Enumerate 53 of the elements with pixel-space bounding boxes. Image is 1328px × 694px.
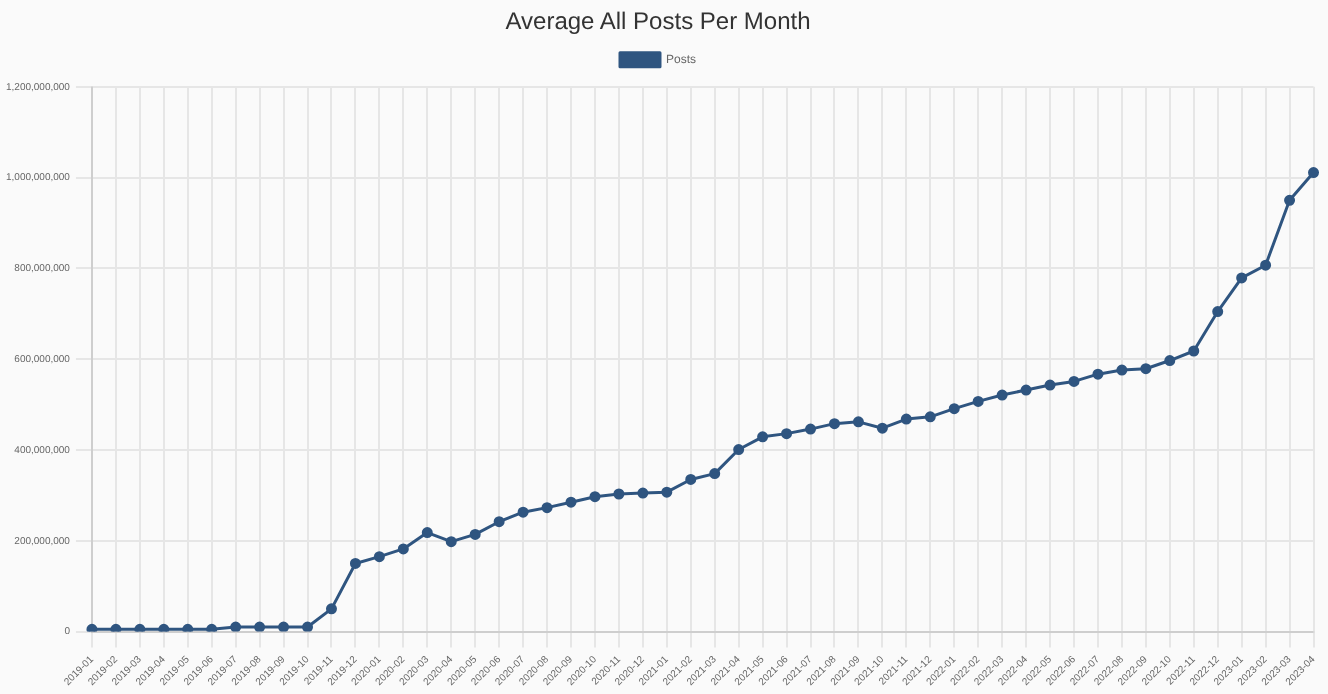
- point: [852, 416, 864, 428]
- point: [1308, 167, 1320, 179]
- point: [1212, 306, 1224, 318]
- point: [1044, 379, 1056, 391]
- point: [182, 623, 194, 632]
- point: [876, 422, 888, 434]
- point: [1068, 375, 1080, 387]
- point: [1020, 384, 1032, 396]
- point: [733, 444, 745, 456]
- point: [972, 395, 984, 407]
- point: [397, 543, 409, 555]
- point: [134, 623, 146, 632]
- point: [924, 411, 936, 423]
- point: [757, 431, 769, 443]
- chart-title: Average All Posts Per Month: [505, 7, 811, 36]
- point: [1164, 355, 1176, 367]
- point: [493, 516, 505, 528]
- point: [637, 487, 649, 499]
- point: [421, 527, 433, 539]
- point: [373, 551, 385, 563]
- point: [805, 423, 817, 435]
- point: [86, 623, 98, 632]
- point: [1284, 194, 1296, 206]
- point: [469, 528, 481, 540]
- point: [900, 413, 912, 425]
- point: [1236, 272, 1248, 284]
- point: [230, 621, 242, 632]
- point: [278, 621, 290, 632]
- point: [685, 473, 697, 485]
- point: [1188, 345, 1200, 357]
- point: [1140, 363, 1152, 375]
- point: [302, 621, 314, 632]
- point: [589, 491, 601, 503]
- point: [110, 623, 122, 632]
- point: [517, 506, 529, 518]
- point: [1260, 259, 1272, 271]
- point: [541, 502, 553, 514]
- point: [613, 488, 625, 500]
- point: [349, 557, 361, 569]
- point: [206, 623, 218, 632]
- point: [445, 536, 457, 548]
- point: [828, 418, 840, 430]
- point: [948, 403, 960, 415]
- point: [1116, 364, 1128, 376]
- point: [158, 623, 170, 632]
- point: [996, 389, 1008, 401]
- point: [565, 496, 577, 508]
- point: [1092, 368, 1104, 380]
- point: [781, 428, 793, 440]
- point: [254, 621, 266, 632]
- point: [661, 486, 673, 498]
- point: [709, 468, 721, 480]
- point: [325, 603, 337, 615]
